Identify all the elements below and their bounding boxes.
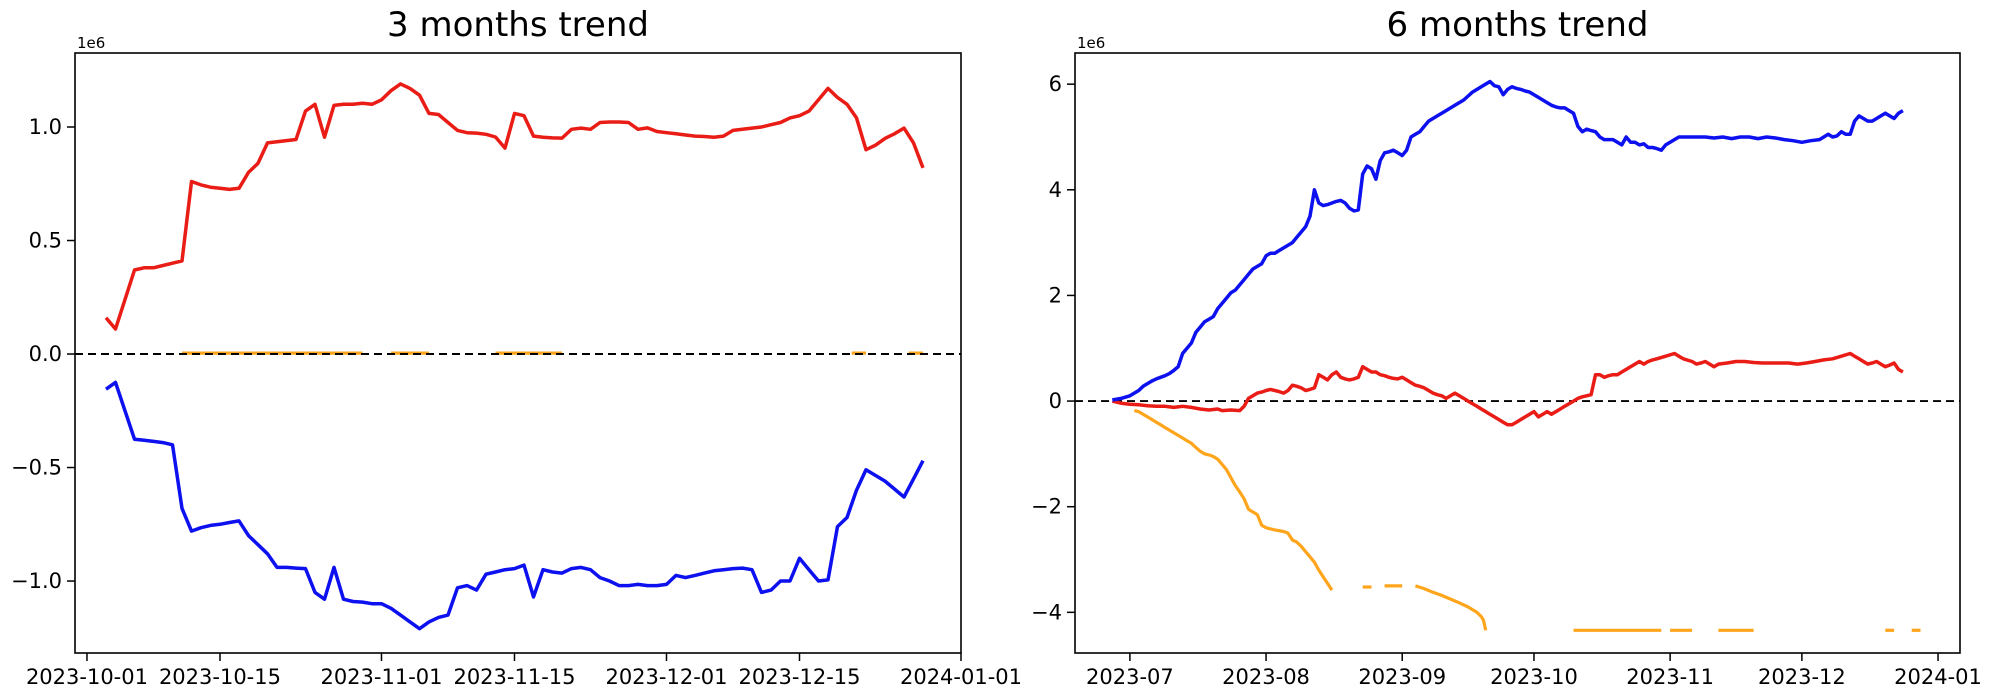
x-tick-label: 2023-10-01 [26, 665, 148, 689]
y-tick-label: 6 [1049, 72, 1062, 96]
x-tick-label: 2023-11-15 [453, 665, 575, 689]
3-months-blue-line [104, 380, 925, 631]
blue-line-segment [104, 380, 925, 631]
y-tick-label: 0.0 [29, 342, 62, 366]
x-tick-label: 2023-07 [1086, 665, 1174, 689]
x-tick-label: 2023-08 [1222, 665, 1310, 689]
axis-offset-label: 1e6 [1077, 34, 1105, 52]
red-line-segment [104, 82, 925, 331]
y-tick-label: 4 [1049, 178, 1062, 202]
axis-offset-label: 1e6 [77, 34, 105, 52]
orange-line-segment [1414, 584, 1488, 631]
blue-line-segment [1111, 79, 1904, 402]
plot-border [1074, 52, 1961, 654]
chart-title: 6 months trend [1387, 5, 1649, 45]
plot-border [74, 52, 962, 654]
x-tick-label: 2024-01 [1894, 665, 1982, 689]
x-tick-label: 2023-09 [1358, 665, 1446, 689]
chart-3-months: 2023-10-01 2023-10-15 2023-11-01 2023-11-15… [11, 5, 1022, 689]
x-tick-label: 2023-10 [1490, 665, 1578, 689]
orange-line-segment [1133, 409, 1334, 591]
y-tick-label: 1.0 [29, 115, 62, 139]
chart-title: 3 months trend [387, 5, 649, 45]
x-tick-label: 2023-10-15 [159, 665, 281, 689]
y-tick-label: −2 [1031, 495, 1062, 519]
x-tick-label: 2024-01-01 [900, 665, 1022, 689]
3-months-red-line [104, 82, 925, 331]
6-months-blue-line [1111, 79, 1904, 402]
x-tick-label: 2023-12-15 [738, 665, 860, 689]
chart-6-months: 2023-07 2023-08 2023-09 2023-10 2023-11 2023-… [1031, 5, 1982, 689]
y-tick-label: −4 [1031, 600, 1062, 624]
y-tick-label: 0.5 [29, 229, 62, 253]
y-tick-label: 2 [1049, 283, 1062, 307]
6-months-orange-line [1133, 409, 1921, 632]
6-months-red-line [1111, 351, 1904, 427]
y-tick-label: −0.5 [11, 456, 62, 480]
x-tick-label: 2023-12 [1758, 665, 1846, 689]
y-tick-label: −1.0 [11, 569, 62, 593]
red-line-segment [1111, 351, 1904, 427]
x-tick-label: 2023-11-01 [320, 665, 442, 689]
x-tick-label: 2023-11 [1626, 665, 1714, 689]
x-tick-label: 2023-12-01 [605, 665, 727, 689]
y-tick-label: 0 [1049, 389, 1062, 413]
